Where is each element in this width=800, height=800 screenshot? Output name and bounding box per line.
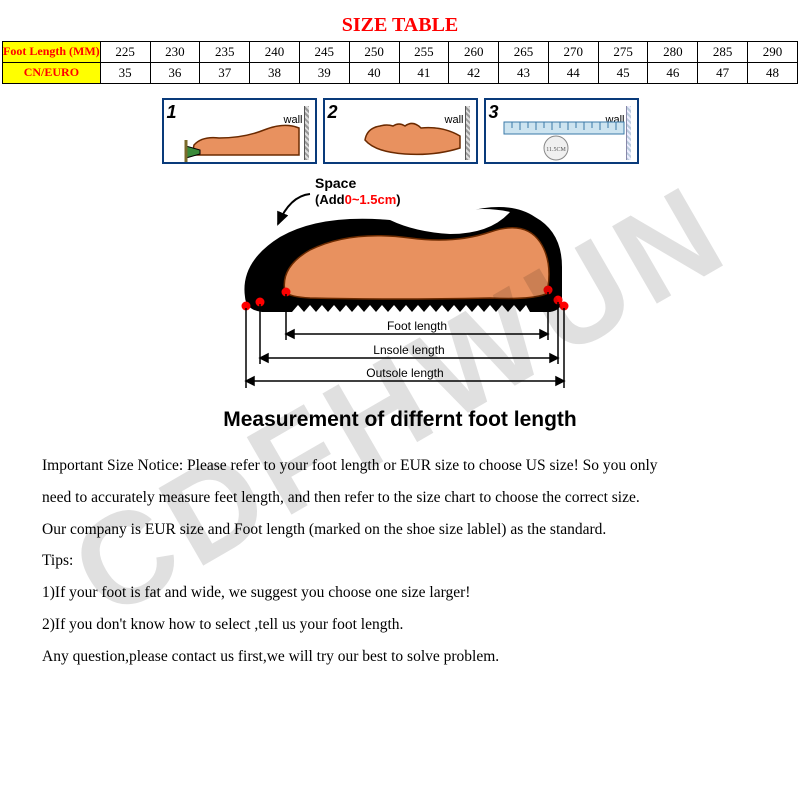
size-table-title: SIZE TABLE [0, 0, 800, 41]
cell: 260 [449, 42, 499, 63]
cell: 250 [349, 42, 399, 63]
cell: 255 [399, 42, 449, 63]
cell: 35 [100, 63, 150, 84]
table-row: CN/EURO 35 36 37 38 39 40 41 42 43 44 45… [3, 63, 798, 84]
cell: 45 [598, 63, 648, 84]
cell: 38 [250, 63, 300, 84]
cell: 42 [449, 63, 499, 84]
cell: 47 [698, 63, 748, 84]
cell: 230 [150, 42, 200, 63]
size-table: Foot Length (MM) 225 230 235 240 245 250… [2, 41, 798, 84]
lnsole-length-label: Lnsole length [373, 343, 444, 357]
cell: 245 [299, 42, 349, 63]
cell: 225 [100, 42, 150, 63]
shoe-diagram-svg: Space (Add0~1.5cm) Foot length Lnso [190, 172, 610, 397]
diagram-title: Measurement of differnt foot length [0, 408, 800, 432]
step-2: 2 wall [323, 98, 478, 164]
cell: 41 [399, 63, 449, 84]
cell: 265 [499, 42, 549, 63]
text-line: 2)If you don't know how to select ,tell … [42, 609, 758, 641]
row-label-cn-euro: CN/EURO [3, 63, 101, 84]
foot-side-icon [164, 100, 317, 164]
svg-text:11.5CM: 11.5CM [546, 147, 566, 153]
cell: 40 [349, 63, 399, 84]
step-1: 1 wall [162, 98, 317, 164]
text-line: Tips: [42, 545, 758, 577]
table-row: Foot Length (MM) 225 230 235 240 245 250… [3, 42, 798, 63]
measurement-steps: 1 wall 2 wall 3 wall [0, 98, 800, 164]
outsole-length-label: Outsole length [366, 366, 443, 380]
cell: 44 [548, 63, 598, 84]
space-label: Space [315, 175, 356, 191]
text-line: Any question,please contact us first,we … [42, 641, 758, 673]
cell: 37 [200, 63, 250, 84]
text-line: Our company is EUR size and Foot length … [42, 514, 758, 546]
text-line: need to accurately measure feet length, … [42, 482, 758, 514]
foot-top-icon [325, 100, 478, 164]
cell: 240 [250, 42, 300, 63]
text-line: Important Size Notice: Please refer to y… [42, 450, 758, 482]
step-3: 3 wall 11.5CM [484, 98, 639, 164]
ruler-icon: 11.5CM [486, 100, 639, 164]
cell: 36 [150, 63, 200, 84]
cell: 48 [748, 63, 798, 84]
cell: 46 [648, 63, 698, 84]
cell: 290 [748, 42, 798, 63]
shoe-diagram: Space (Add0~1.5cm) Foot length Lnso [0, 172, 800, 402]
instruction-text: Important Size Notice: Please refer to y… [42, 450, 758, 672]
svg-text:(Add0~1.5cm): (Add0~1.5cm) [315, 192, 401, 207]
text-line: 1)If your foot is fat and wide, we sugge… [42, 577, 758, 609]
cell: 280 [648, 42, 698, 63]
cell: 275 [598, 42, 648, 63]
row-label-foot-length: Foot Length (MM) [3, 42, 101, 63]
cell: 285 [698, 42, 748, 63]
cell: 39 [299, 63, 349, 84]
foot-length-label: Foot length [387, 319, 447, 333]
cell: 43 [499, 63, 549, 84]
cell: 235 [200, 42, 250, 63]
cell: 270 [548, 42, 598, 63]
